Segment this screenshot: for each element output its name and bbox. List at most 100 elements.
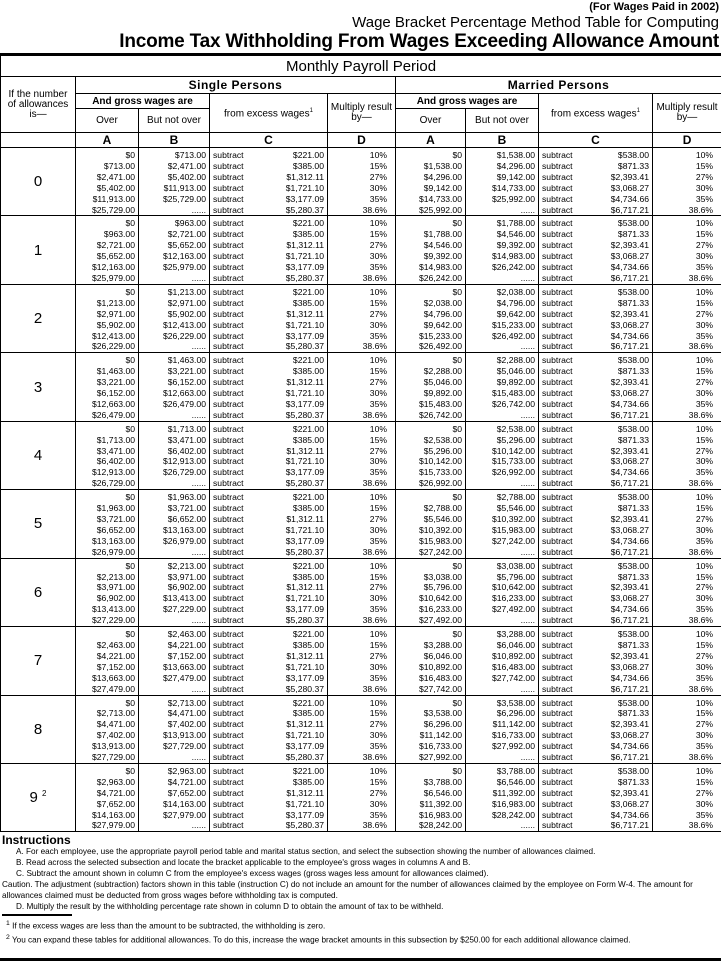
bracket-cell: $0 $2,288.00 $5,046.00 $9,892.00 $15,483.00 $…: [395, 352, 466, 422]
subtract-amount: $1,721.10: [285, 661, 324, 672]
bracket-value: $2,788.00: [423, 503, 462, 514]
bracket-cell: $3,288.00 $6,046.00 $10,892.00 $16,483.00 $2…: [465, 626, 539, 696]
subtract-word: subtract: [542, 150, 573, 160]
bracket-value: 10%: [369, 765, 387, 776]
subtract-amount: $2,393.41: [610, 514, 649, 524]
subtract-word: subtract: [542, 615, 573, 626]
bracket-value: 38.6%: [688, 204, 714, 215]
bracket-value: 35%: [695, 398, 714, 409]
bracket-value: 15%: [695, 639, 714, 650]
bracket-cell: $0 $1,713.00 $3,471.00 $6,402.00 $12,913.00 $…: [75, 420, 139, 491]
bracket-value: 27%: [695, 171, 714, 182]
bracket-value: $27,979.00: [91, 820, 135, 831]
bracket-value: 15%: [695, 366, 714, 377]
subtract-word: subtract: [542, 535, 573, 546]
subtract-word: subtract: [213, 776, 244, 787]
bracket-cell: 10% 15% 27% 30% 35% 38.6%: [651, 557, 721, 628]
subtract-amount: $6,717.21: [610, 615, 649, 626]
subtract-word: subtract: [213, 297, 244, 308]
bracket-value: 15%: [695, 776, 714, 787]
bracket-value: $5,046.00: [423, 377, 462, 388]
bracket-cell: $0 $2,463.00 $4,221.00 $7,152.00 $13,663.00 $…: [75, 626, 139, 696]
bracket-value: $10,142.00: [491, 445, 535, 456]
bracket-value: 27%: [695, 719, 714, 730]
subtract-word: subtract: [542, 434, 573, 445]
bracket-value: 15%: [369, 639, 387, 650]
bracket-value: $3,471.00: [167, 434, 206, 445]
subtract-word: subtract: [542, 604, 573, 615]
bracket-value: $5,902.00: [96, 319, 135, 330]
subtract-amount: $5,280.37: [285, 615, 324, 626]
bracket-value: $5,046.00: [496, 366, 535, 377]
subtract-amount: $6,717.21: [610, 409, 649, 420]
subtract-amount: $1,312.11: [286, 171, 324, 182]
bracket-value: 27%: [369, 650, 387, 661]
subtract-amount: $4,734.66: [610, 741, 649, 752]
bracket-cell: 10% 15% 27% 30% 35% 38.6%: [651, 215, 721, 285]
allowance-count: 1: [0, 215, 76, 285]
bracket-value: 10%: [695, 218, 714, 229]
subtract-word: subtract: [542, 719, 573, 730]
bracket-value: $25,992.00: [491, 193, 535, 204]
bracket-value: $2,713.00: [96, 708, 135, 719]
bracket-cell: $3,038.00 $5,796.00 $10,642.00 $16,233.00 $2…: [465, 557, 539, 628]
subtract-cell: subtract $538.00 subtract $871.33 subtract $2…: [538, 352, 653, 422]
subtract-word: subtract: [542, 752, 573, 763]
bracket-cell: 10% 15% 27% 30% 35% 38.6%: [327, 489, 396, 559]
bracket-value: $0: [125, 355, 135, 366]
bracket-value: $2,538.00: [496, 423, 535, 434]
subtract-word: subtract: [542, 171, 573, 182]
allowance-group-row: 0 $0 $713.00 $2,471.00 $5,402.00 $11,913.00 $2…: [0, 146, 721, 217]
subtract-word: subtract: [213, 571, 244, 582]
bracket-cell: $713.00 $2,471.00 $5,402.00 $11,913.00 $25,7…: [138, 146, 210, 217]
subtract-word: subtract: [213, 514, 244, 524]
bracket-value: 15%: [369, 297, 387, 308]
bracket-value: $25,979.00: [162, 262, 206, 273]
bracket-value: $27,729.00: [162, 741, 206, 752]
bracket-value: $4,471.00: [167, 708, 206, 719]
bracket-value: 35%: [369, 604, 387, 615]
bracket-value: $9,392.00: [423, 251, 462, 262]
bracket-value: 30%: [369, 456, 387, 467]
bracket-value: 10%: [369, 286, 387, 297]
bracket-value: $26,242.00: [418, 272, 462, 283]
bracket-value: $13,913.00: [162, 730, 206, 741]
subtract-cell: subtract $538.00 subtract $871.33 subtract $2…: [538, 557, 653, 628]
bracket-cell: 10% 15% 27% 30% 35% 38.6%: [651, 420, 721, 491]
subtract-word: subtract: [542, 377, 573, 388]
bracket-value: $4,546.00: [423, 240, 462, 251]
subtract-word: subtract: [542, 492, 573, 503]
gross-wages-header: And gross wages are: [75, 93, 210, 109]
subtract-word: subtract: [542, 708, 573, 719]
bracket-value: $15,733.00: [418, 467, 462, 478]
subtract-cell: subtract $221.00 subtract $385.00 subtract $1…: [209, 489, 328, 559]
bracket-value: 15%: [695, 297, 714, 308]
bracket-value: ......: [520, 615, 535, 626]
subtract-word: subtract: [542, 514, 573, 524]
bracket-value: $6,046.00: [423, 650, 462, 661]
subtract-word: subtract: [213, 741, 244, 752]
subtract-amount: $1,721.10: [285, 524, 324, 535]
bracket-value: $2,213.00: [167, 560, 206, 571]
subtract-amount: $5,280.37: [285, 204, 324, 215]
subtract-amount: $3,068.27: [610, 524, 649, 535]
bracket-cell: $2,213.00 $3,971.00 $6,902.00 $13,413.00 $27…: [138, 557, 210, 628]
bracket-value: 35%: [369, 535, 387, 546]
bracket-cell: 10% 15% 27% 30% 35% 38.6%: [651, 626, 721, 696]
subtract-word: subtract: [213, 524, 244, 535]
bracket-value: 27%: [695, 445, 714, 456]
bracket-value: ......: [520, 272, 535, 283]
subtract-amount: $1,721.10: [285, 456, 324, 467]
payroll-period: Monthly Payroll Period: [0, 53, 721, 77]
bracket-value: $13,163.00: [91, 535, 135, 546]
bracket-value: $14,733.00: [418, 193, 462, 204]
bracket-value: $11,142.00: [419, 730, 462, 741]
bracket-value: $6,546.00: [423, 787, 462, 798]
bracket-value: $27,242.00: [491, 535, 535, 546]
subtract-amount: $3,068.27: [610, 251, 649, 262]
bracket-value: 35%: [695, 193, 714, 204]
bracket-value: 35%: [695, 535, 714, 546]
subtract-word: subtract: [213, 697, 244, 708]
subtract-word: subtract: [213, 798, 244, 809]
subtract-word: subtract: [542, 741, 573, 752]
